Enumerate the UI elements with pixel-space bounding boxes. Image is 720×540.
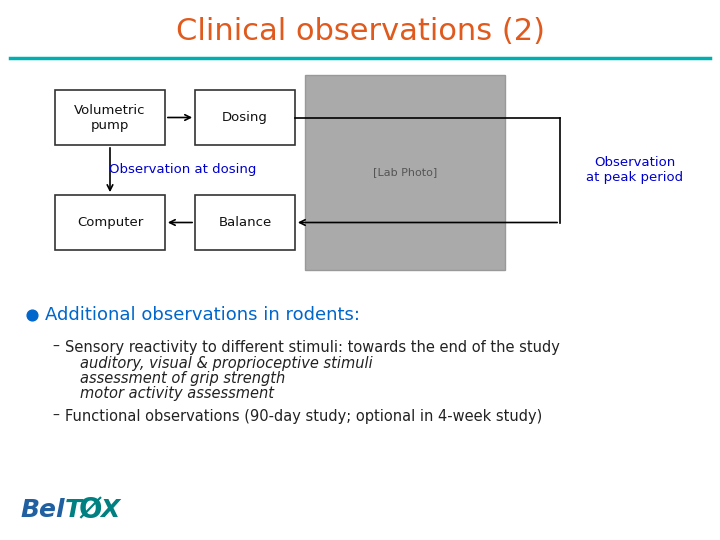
Text: Clinical observations (2): Clinical observations (2) [176, 17, 544, 46]
FancyBboxPatch shape [55, 90, 165, 145]
Text: motor activity assessment: motor activity assessment [80, 386, 274, 401]
FancyBboxPatch shape [305, 75, 505, 270]
Text: Bel: Bel [20, 498, 65, 522]
Text: Volumetric
pump: Volumetric pump [74, 104, 145, 132]
Text: Observation
at peak period: Observation at peak period [586, 156, 683, 184]
Text: auditory, visual & proprioceptive stimuli: auditory, visual & proprioceptive stimul… [80, 356, 373, 371]
Text: –: – [52, 340, 59, 354]
Text: [Lab Photo]: [Lab Photo] [373, 167, 437, 178]
Text: X: X [100, 498, 120, 522]
Text: Observation at dosing: Observation at dosing [109, 164, 256, 177]
Text: Dosing: Dosing [222, 111, 268, 124]
FancyBboxPatch shape [195, 90, 295, 145]
FancyBboxPatch shape [195, 195, 295, 250]
FancyBboxPatch shape [55, 195, 165, 250]
Text: assessment of grip strength: assessment of grip strength [80, 371, 285, 386]
Text: T: T [65, 498, 82, 522]
Text: Balance: Balance [218, 216, 271, 229]
Point [26, 310, 37, 319]
Text: Additional observations in rodents:: Additional observations in rodents: [45, 306, 360, 324]
Text: –: – [52, 409, 59, 423]
Text: Functional observations (90-day study; optional in 4-week study): Functional observations (90-day study; o… [65, 409, 542, 424]
Text: Computer: Computer [77, 216, 143, 229]
Text: Sensory reactivity to different stimuli: towards the end of the study: Sensory reactivity to different stimuli:… [65, 340, 560, 355]
Text: Ø: Ø [78, 496, 102, 524]
